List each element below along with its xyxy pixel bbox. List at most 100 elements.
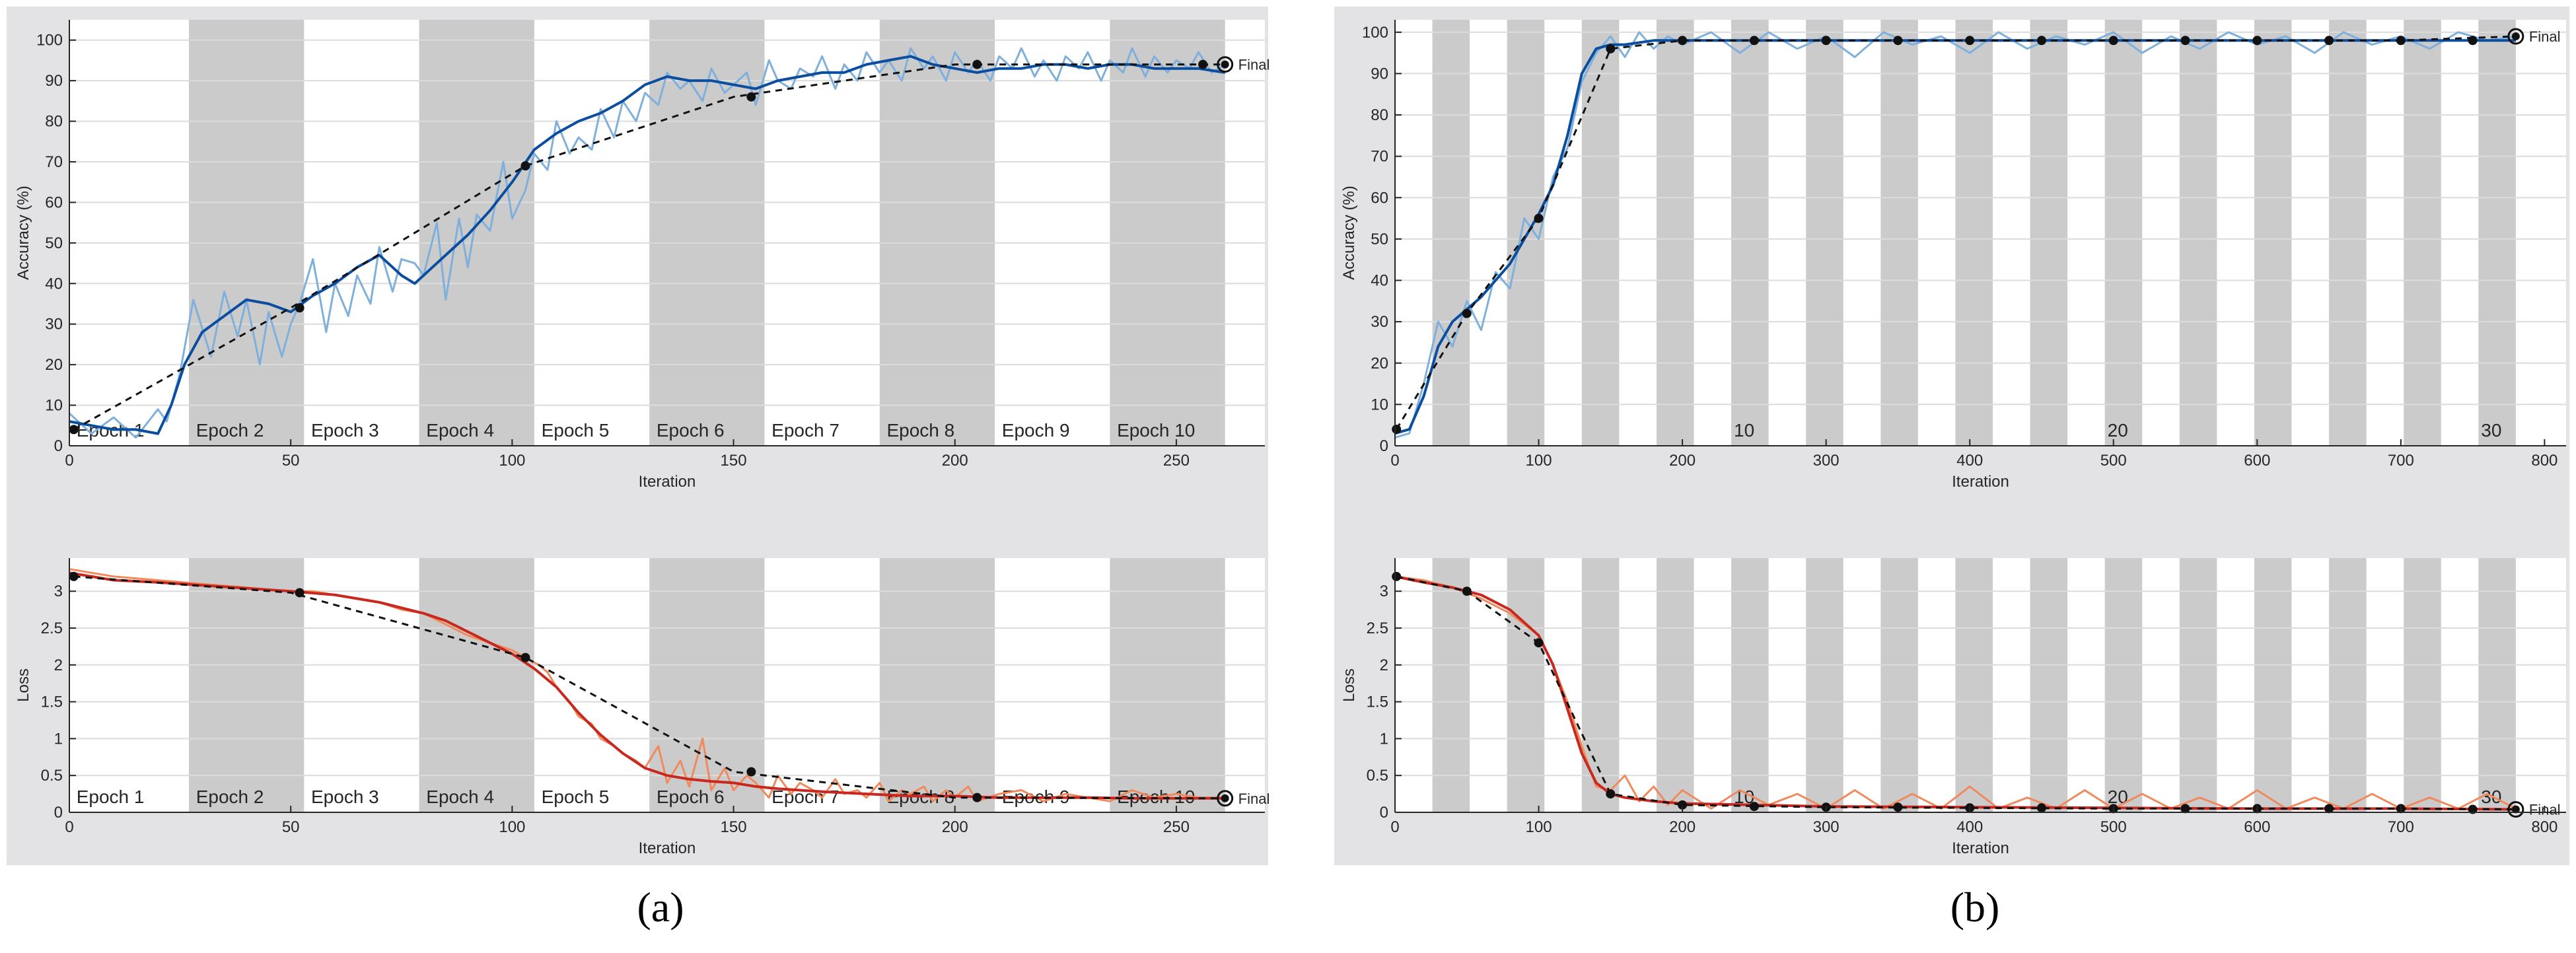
x-tick-label: 0 xyxy=(65,818,73,836)
epoch-band xyxy=(2179,20,2217,446)
x-tick-label: 200 xyxy=(1669,452,1696,470)
validation-marker xyxy=(972,59,982,69)
final-marker-dot xyxy=(2511,32,2520,41)
x-tick-label: 200 xyxy=(942,818,968,836)
y-tick-label: 60 xyxy=(45,194,63,211)
epoch-band xyxy=(1656,20,1694,446)
epoch-band xyxy=(2254,558,2292,812)
validation-marker xyxy=(1893,802,1903,812)
x-tick-label: 200 xyxy=(1669,818,1696,836)
y-tick-label: 80 xyxy=(45,113,63,131)
y-tick-label: 0.5 xyxy=(1367,767,1388,785)
final-label: Final xyxy=(2529,28,2561,45)
epoch-label: 10 xyxy=(1734,420,1754,441)
y-tick-label: 40 xyxy=(45,275,63,293)
epoch-band xyxy=(419,558,534,812)
validation-marker xyxy=(1534,638,1544,648)
epoch-band xyxy=(2030,558,2068,812)
epoch-band xyxy=(2030,20,2068,446)
y-tick-label: 1.5 xyxy=(1367,693,1388,711)
y-tick-label: 100 xyxy=(1362,24,1388,42)
epoch-label: 30 xyxy=(2481,420,2501,441)
y-tick-label: 0.5 xyxy=(41,767,63,785)
x-tick-label: 200 xyxy=(942,452,968,470)
x-tick-label: 250 xyxy=(1163,818,1190,836)
epoch-label: Epoch 7 xyxy=(771,420,840,441)
x-tick-label: 100 xyxy=(1526,452,1552,470)
x-axis-label: Iteration xyxy=(1952,473,2009,491)
y-axis-label: Accuracy (%) xyxy=(1340,186,1358,280)
epoch-label: 20 xyxy=(2108,787,2128,807)
validation-marker xyxy=(2180,804,2190,814)
x-tick-label: 300 xyxy=(1813,818,1840,836)
x-tick-label: 600 xyxy=(2244,452,2270,470)
y-axis-label: Accuracy (%) xyxy=(15,186,32,280)
final-label: Final xyxy=(1238,57,1270,73)
x-tick-label: 400 xyxy=(1956,818,1983,836)
final-marker-dot xyxy=(1221,794,1229,802)
series-line xyxy=(1396,575,2516,810)
epoch-band xyxy=(2329,20,2367,446)
epoch-band xyxy=(419,20,534,446)
validation-marker xyxy=(1678,800,1688,810)
y-axis-label: Loss xyxy=(1340,668,1358,702)
epoch-band xyxy=(2478,558,2516,812)
x-axis-label: Iteration xyxy=(639,839,696,857)
final-marker-ring xyxy=(2507,801,2524,818)
x-tick-label: 800 xyxy=(2531,452,2558,470)
validation-marker xyxy=(2180,36,2190,46)
validation-marker xyxy=(520,653,530,662)
y-tick-label: 60 xyxy=(1371,189,1388,207)
epoch-band xyxy=(1507,20,1545,446)
series-line xyxy=(73,575,1225,800)
epoch-band xyxy=(1432,20,1470,446)
epoch-band xyxy=(2329,558,2367,812)
y-tick-label: 2 xyxy=(1380,656,1388,674)
validation-marker xyxy=(972,793,982,802)
y-tick-label: 50 xyxy=(45,234,63,252)
validation-marker xyxy=(295,588,304,598)
validation-marker xyxy=(1392,424,1402,434)
y-tick-label: 3 xyxy=(1380,582,1388,600)
epoch-band xyxy=(189,20,304,446)
x-tick-label: 500 xyxy=(2100,452,2127,470)
epoch-label: Epoch 3 xyxy=(311,420,379,441)
epoch-band xyxy=(1955,20,1993,446)
chart-a-accuracy: Epoch 1 Epoch 2 Epoch 3 Epoch 4 Epoch 5 Epoch… xyxy=(15,20,1270,491)
x-tick-label: 700 xyxy=(2388,452,2414,470)
caption-a: (a) xyxy=(637,884,684,931)
y-tick-label: 0 xyxy=(54,804,63,822)
x-tick-label: 0 xyxy=(1390,818,1399,836)
epoch-band xyxy=(2254,20,2292,446)
validation-marker xyxy=(1678,36,1688,46)
validation-marker xyxy=(1462,586,1472,596)
x-tick-label: 100 xyxy=(499,818,525,836)
validation-marker xyxy=(1965,36,1975,46)
x-tick-label: 700 xyxy=(2388,818,2414,836)
epoch-band xyxy=(1731,20,1769,446)
y-tick-label: 10 xyxy=(45,397,63,415)
validation-marker xyxy=(295,303,304,313)
epoch-band xyxy=(1955,558,1993,812)
validation-marker xyxy=(746,767,756,777)
validation-marker xyxy=(2036,36,2046,46)
epoch-band xyxy=(1880,20,1918,446)
validation-marker xyxy=(1392,571,1402,581)
validation-marker xyxy=(2324,36,2334,46)
epoch-band xyxy=(2404,20,2441,446)
y-tick-label: 20 xyxy=(1371,355,1388,372)
validation-marker xyxy=(1534,213,1544,223)
final-label: Final xyxy=(1238,791,1270,807)
x-tick-label: 150 xyxy=(721,452,747,470)
x-tick-label: 50 xyxy=(282,818,300,836)
validation-marker xyxy=(1893,36,1903,46)
epoch-band xyxy=(2104,558,2143,812)
validation-marker xyxy=(1821,36,1831,46)
y-tick-label: 2.5 xyxy=(1367,619,1388,637)
epoch-label: Epoch 5 xyxy=(542,420,610,441)
validation-marker xyxy=(2036,803,2046,813)
epoch-label: Epoch 2 xyxy=(196,420,264,441)
epoch-label: Epoch 6 xyxy=(657,787,725,807)
validation-marker xyxy=(746,92,756,102)
